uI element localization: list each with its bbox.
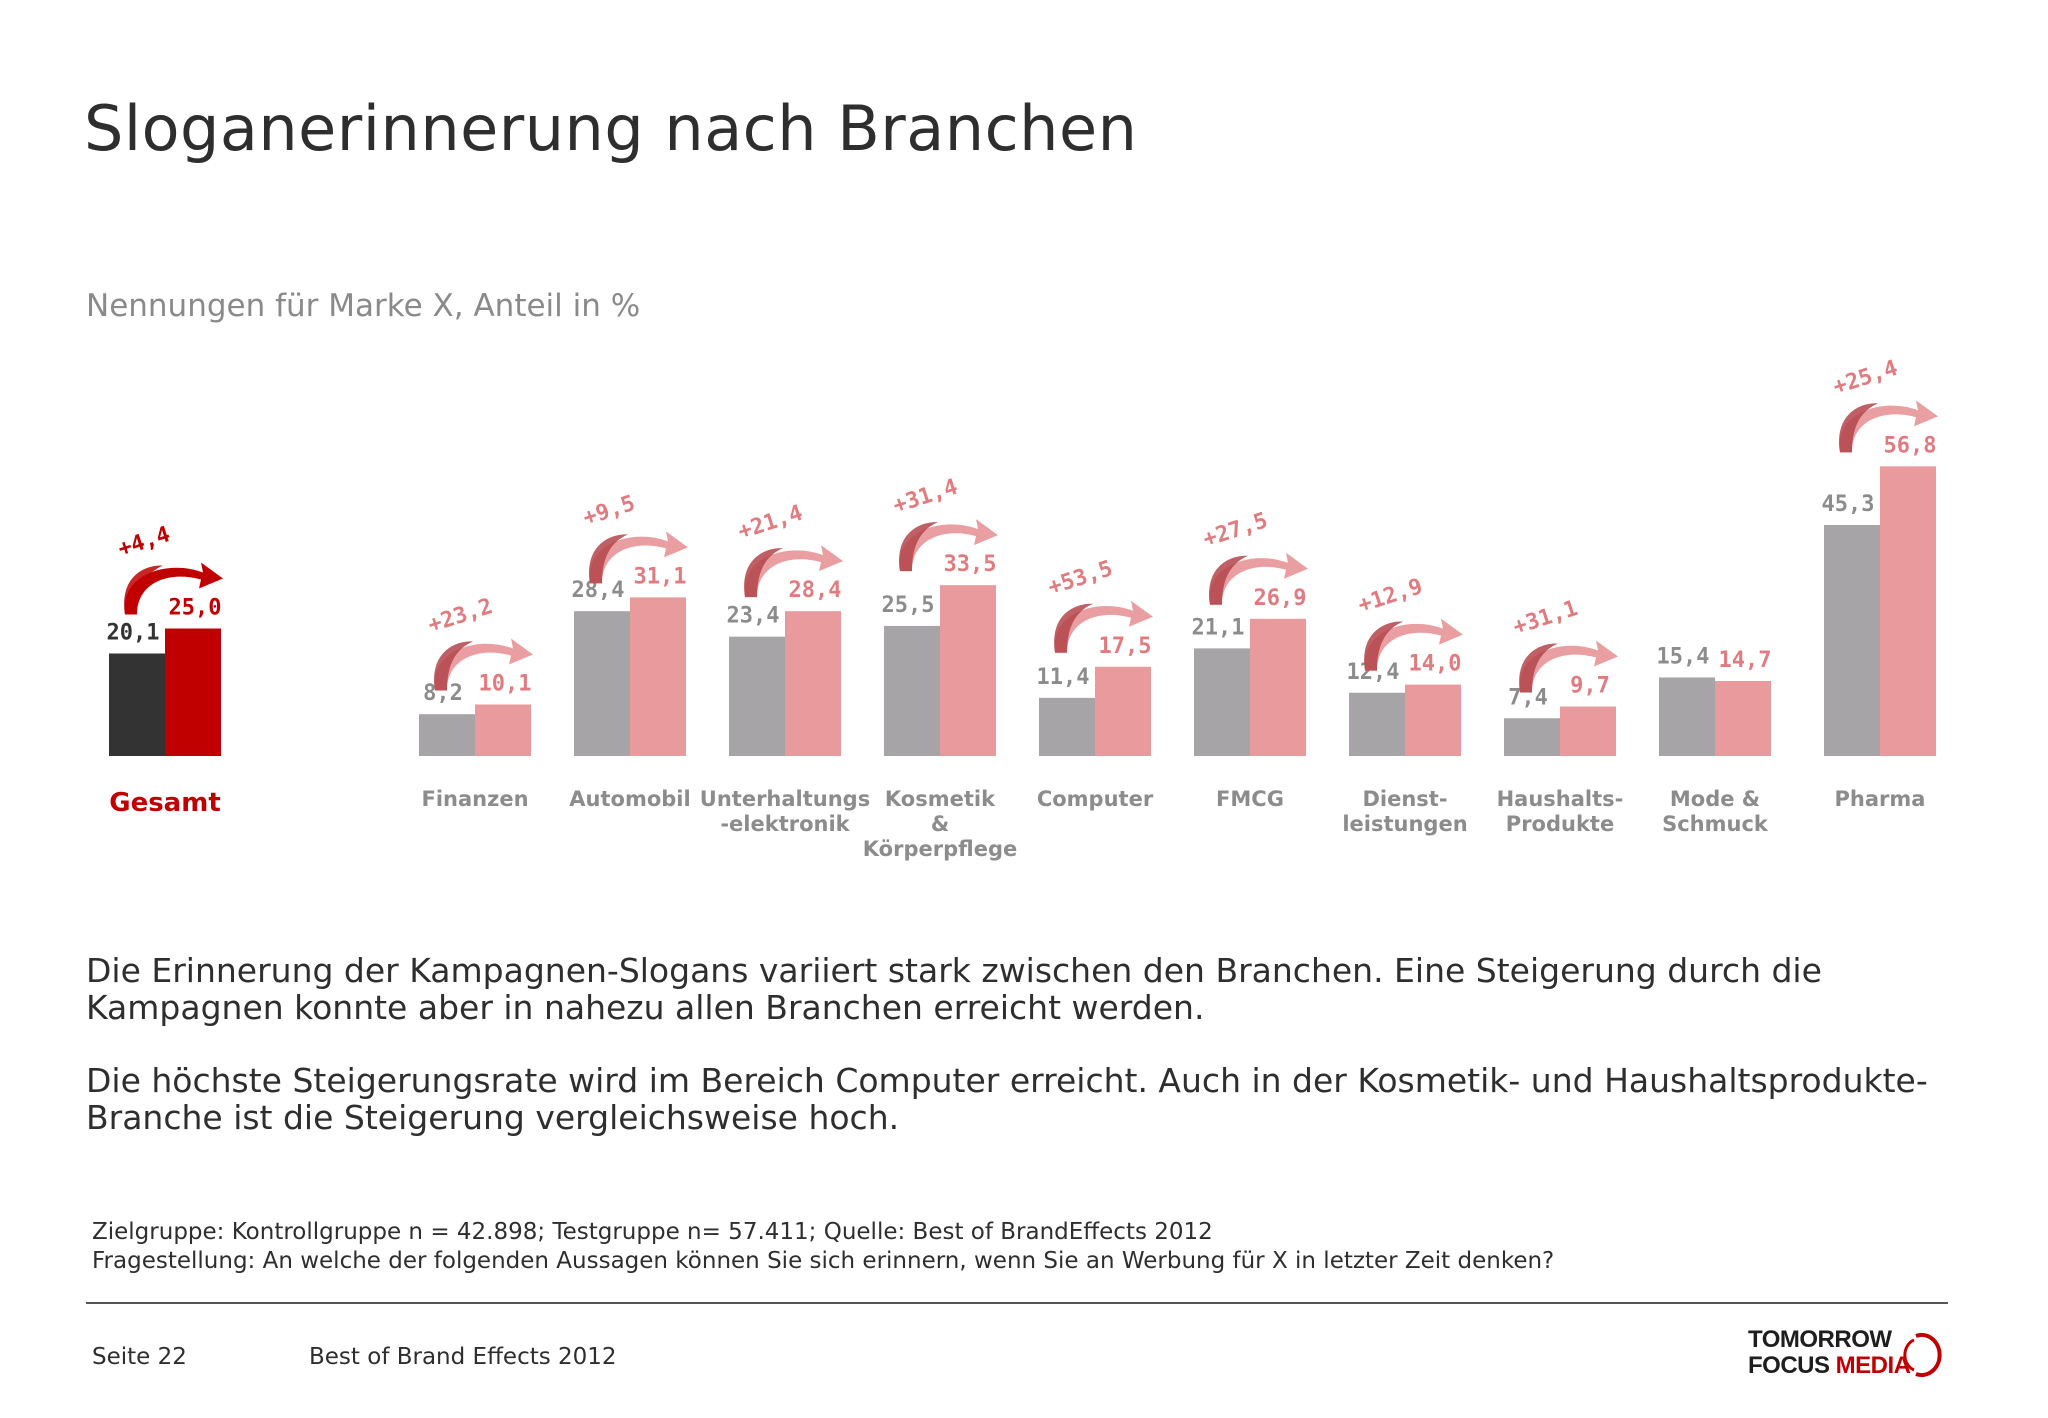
data-label-test: 10,1 <box>479 671 532 696</box>
growth-arrow-shade <box>124 565 163 615</box>
growth-arrow <box>1519 640 1618 693</box>
growth-arrow <box>1364 618 1463 671</box>
growth-arrow <box>1054 600 1153 653</box>
data-label-test: 9,7 <box>1570 674 1610 699</box>
bar-test <box>1095 666 1151 756</box>
growth-arrow <box>124 562 223 615</box>
data-label-control: 45,3 <box>1822 492 1875 517</box>
growth-arrow-shade <box>899 522 938 572</box>
growth-arrow-shade <box>744 548 783 598</box>
category-label: Computer <box>1037 787 1154 811</box>
chart-subtitle: Nennungen für Marke X, Anteil in % <box>86 288 641 324</box>
bar-test <box>1715 681 1771 756</box>
data-label-test: 33,5 <box>944 552 997 577</box>
bar-test <box>785 611 841 756</box>
bar-test <box>165 628 221 756</box>
growth-arrow <box>1209 552 1308 605</box>
growth-arrow-shade <box>1054 603 1093 653</box>
page-title: Sloganerinnerung nach Branchen <box>84 92 1138 165</box>
growth-arrow-shade <box>1364 621 1403 671</box>
category-label: Mode & Schmuck <box>1662 787 1769 836</box>
growth-label: +25,4 <box>1830 356 1901 400</box>
footnote-sample: Zielgruppe: Kontrollgruppe n = 42.898; T… <box>92 1219 1213 1245</box>
bar-test <box>1880 466 1936 756</box>
growth-label: +12,9 <box>1355 574 1426 618</box>
bar-test <box>475 704 531 756</box>
data-label-control: 25,5 <box>882 593 935 618</box>
bar-control <box>109 653 165 756</box>
logo-text-line2: FOCUS MEDIA <box>1748 1352 1911 1379</box>
tomorrow-focus-media-logo: TOMORROW FOCUS MEDIA <box>1740 1326 1960 1386</box>
growth-arrow-shade <box>1209 555 1248 605</box>
growth-arrow-shade <box>434 641 473 691</box>
category-label: Dienst-leistungen <box>1342 787 1467 836</box>
bar-control <box>884 625 940 756</box>
category-label: Unterhaltungs -elektronik <box>700 787 870 836</box>
category-label: Gesamt <box>109 788 221 818</box>
bar-control <box>1824 524 1880 756</box>
bar-control <box>1504 718 1560 756</box>
growth-arrow <box>589 531 688 584</box>
growth-arrow-shade <box>1839 403 1878 453</box>
logo-text-line1: TOMORROW <box>1748 1326 1892 1353</box>
growth-label: +27,5 <box>1200 508 1271 552</box>
data-label-test: 56,8 <box>1884 433 1937 458</box>
growth-label: +53,5 <box>1045 556 1116 600</box>
data-label-test: 28,4 <box>789 578 842 603</box>
growth-label: +21,4 <box>735 501 806 545</box>
bar-test <box>1250 618 1306 756</box>
bar-control <box>1039 697 1095 756</box>
data-label-control: 20,1 <box>107 620 160 645</box>
category-label: Kosmetik & Körperpflege <box>863 787 1017 861</box>
growth-arrow-shade <box>589 534 628 584</box>
bar-test <box>940 585 996 756</box>
bar-control <box>1349 692 1405 756</box>
data-label-control: 23,4 <box>727 604 780 629</box>
page-number: Seite 22 <box>92 1344 187 1370</box>
data-label-test: 26,9 <box>1254 586 1307 611</box>
bar-control <box>1659 677 1715 756</box>
data-label-control: 21,1 <box>1192 615 1245 640</box>
category-label: Finanzen <box>421 787 528 811</box>
data-label-test: 25,0 <box>169 596 222 621</box>
data-label-test: 31,1 <box>634 564 687 589</box>
category-label: Haushalts-Produkte <box>1497 787 1624 836</box>
bar-control <box>574 611 630 756</box>
growth-arrow <box>744 545 843 598</box>
growth-label: +31,1 <box>1510 596 1581 640</box>
category-label: FMCG <box>1216 787 1284 811</box>
bar-test <box>1405 684 1461 756</box>
data-label-control: 11,4 <box>1037 665 1090 690</box>
data-label-control: 15,4 <box>1657 644 1710 669</box>
growth-arrow <box>1839 400 1938 453</box>
growth-label: +9,5 <box>580 491 638 531</box>
data-label-test: 14,7 <box>1719 648 1772 673</box>
footer-divider <box>86 1302 1948 1304</box>
bar-control <box>729 636 785 756</box>
bar-test <box>1560 706 1616 756</box>
bar-control <box>419 714 475 756</box>
growth-label: +31,4 <box>890 475 961 519</box>
growth-arrow <box>434 638 533 691</box>
growth-arrow <box>899 519 998 572</box>
bar-control <box>1194 648 1250 756</box>
body-paragraph-1: Die Erinnerung der Kampagnen-Slogans var… <box>86 951 1822 1027</box>
growth-arrow-shade <box>1519 643 1558 693</box>
footnote-question: Fragestellung: An welche der folgenden A… <box>92 1248 1555 1274</box>
growth-label: +23,2 <box>425 594 496 638</box>
growth-label: +4,4 <box>115 522 173 562</box>
logo-ring-icon <box>1903 1333 1942 1377</box>
bar-test <box>630 597 686 756</box>
category-label: Automobil <box>569 787 690 811</box>
data-label-test: 17,5 <box>1099 634 1152 659</box>
category-label: Pharma <box>1835 787 1926 811</box>
data-label-test: 14,0 <box>1409 652 1462 677</box>
document-title: Best of Brand Effects 2012 <box>309 1344 617 1370</box>
body-paragraph-2: Die höchste Steigerungsrate wird im Bere… <box>86 1061 1928 1137</box>
